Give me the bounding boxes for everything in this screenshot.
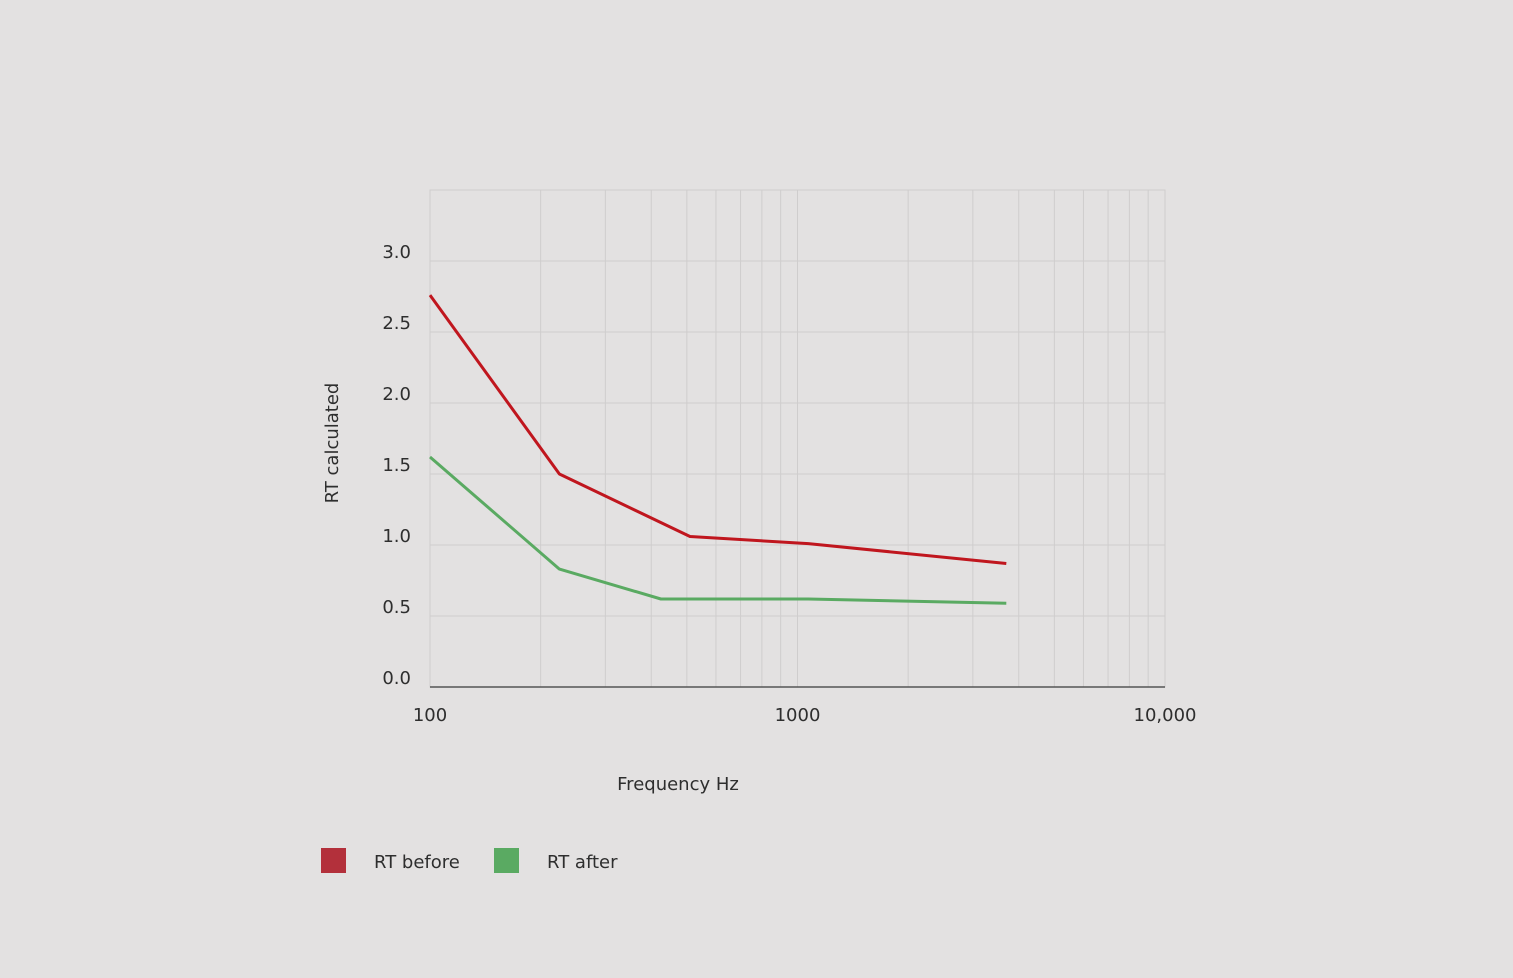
y-tick-label: 0.0: [382, 668, 411, 689]
x-axis-label: Frequency Hz: [617, 774, 739, 795]
y-tick-label: 1.5: [382, 455, 411, 476]
legend-swatch-rt-before: [321, 848, 346, 873]
y-tick-label: 2.5: [382, 313, 411, 334]
x-tick-labels: 100 1000 10,000: [413, 705, 1197, 726]
grid-horizontal-lines: [430, 260, 1165, 617]
x-tick-label: 100: [413, 705, 447, 726]
legend-swatch-rt-after: [494, 848, 519, 873]
y-tick-label: 3.0: [382, 242, 411, 263]
x-tick-label: 1000: [775, 705, 821, 726]
grid-vertical-lines: [540, 190, 1149, 687]
legend: RT before RT after: [321, 848, 618, 873]
legend-label-rt-before: RT before: [374, 852, 460, 873]
x-tick-label: 10,000: [1134, 705, 1197, 726]
series-lines: [428, 294, 1007, 605]
y-tick-label: 2.0: [382, 384, 411, 405]
y-tick-label: 1.0: [382, 526, 411, 547]
legend-label-rt-after: RT after: [547, 852, 618, 873]
y-tick-label: 0.5: [382, 597, 411, 618]
series-line-rt-before: [428, 294, 1007, 565]
y-axis-label: RT calculated: [322, 383, 343, 504]
y-tick-labels: 0.0 0.5 1.0 1.5 2.0 2.5 3.0: [382, 242, 411, 689]
series-line-rt-after: [429, 455, 1007, 605]
